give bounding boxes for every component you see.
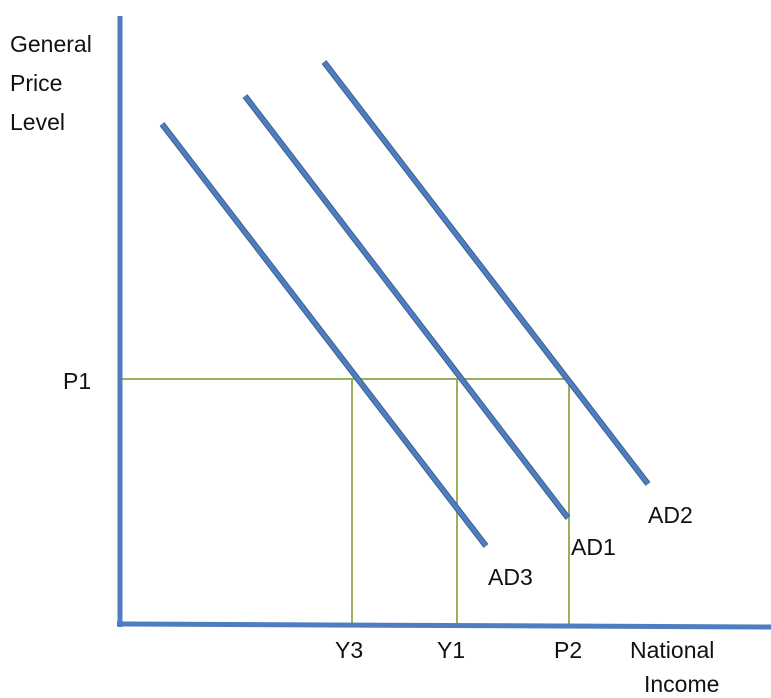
y-axis-title: General Price Level: [10, 31, 98, 135]
ad1-curve: [242, 94, 571, 520]
price-level-label: P1: [63, 368, 91, 394]
ad2-curve: [321, 60, 651, 486]
ad3-curve: [159, 122, 489, 548]
p2-label: P2: [554, 637, 582, 663]
y1-label: Y1: [437, 637, 465, 663]
y-axis-title-line-3: Level: [10, 109, 65, 135]
y3-label: Y3: [335, 637, 363, 663]
ad3-label: AD3: [488, 564, 533, 590]
x-axis-line: [116, 621, 771, 630]
y-axis-title-line-2: Price: [10, 70, 62, 96]
ad2-label: AD2: [648, 502, 693, 528]
x-axis-title-line-2: Income: [644, 671, 719, 697]
ad1-label: AD1: [571, 534, 616, 560]
x-axis-title: National Income: [630, 637, 721, 697]
y-axis-title-line-1: General: [10, 31, 92, 57]
x-axis-title-line-1: National: [630, 637, 714, 663]
